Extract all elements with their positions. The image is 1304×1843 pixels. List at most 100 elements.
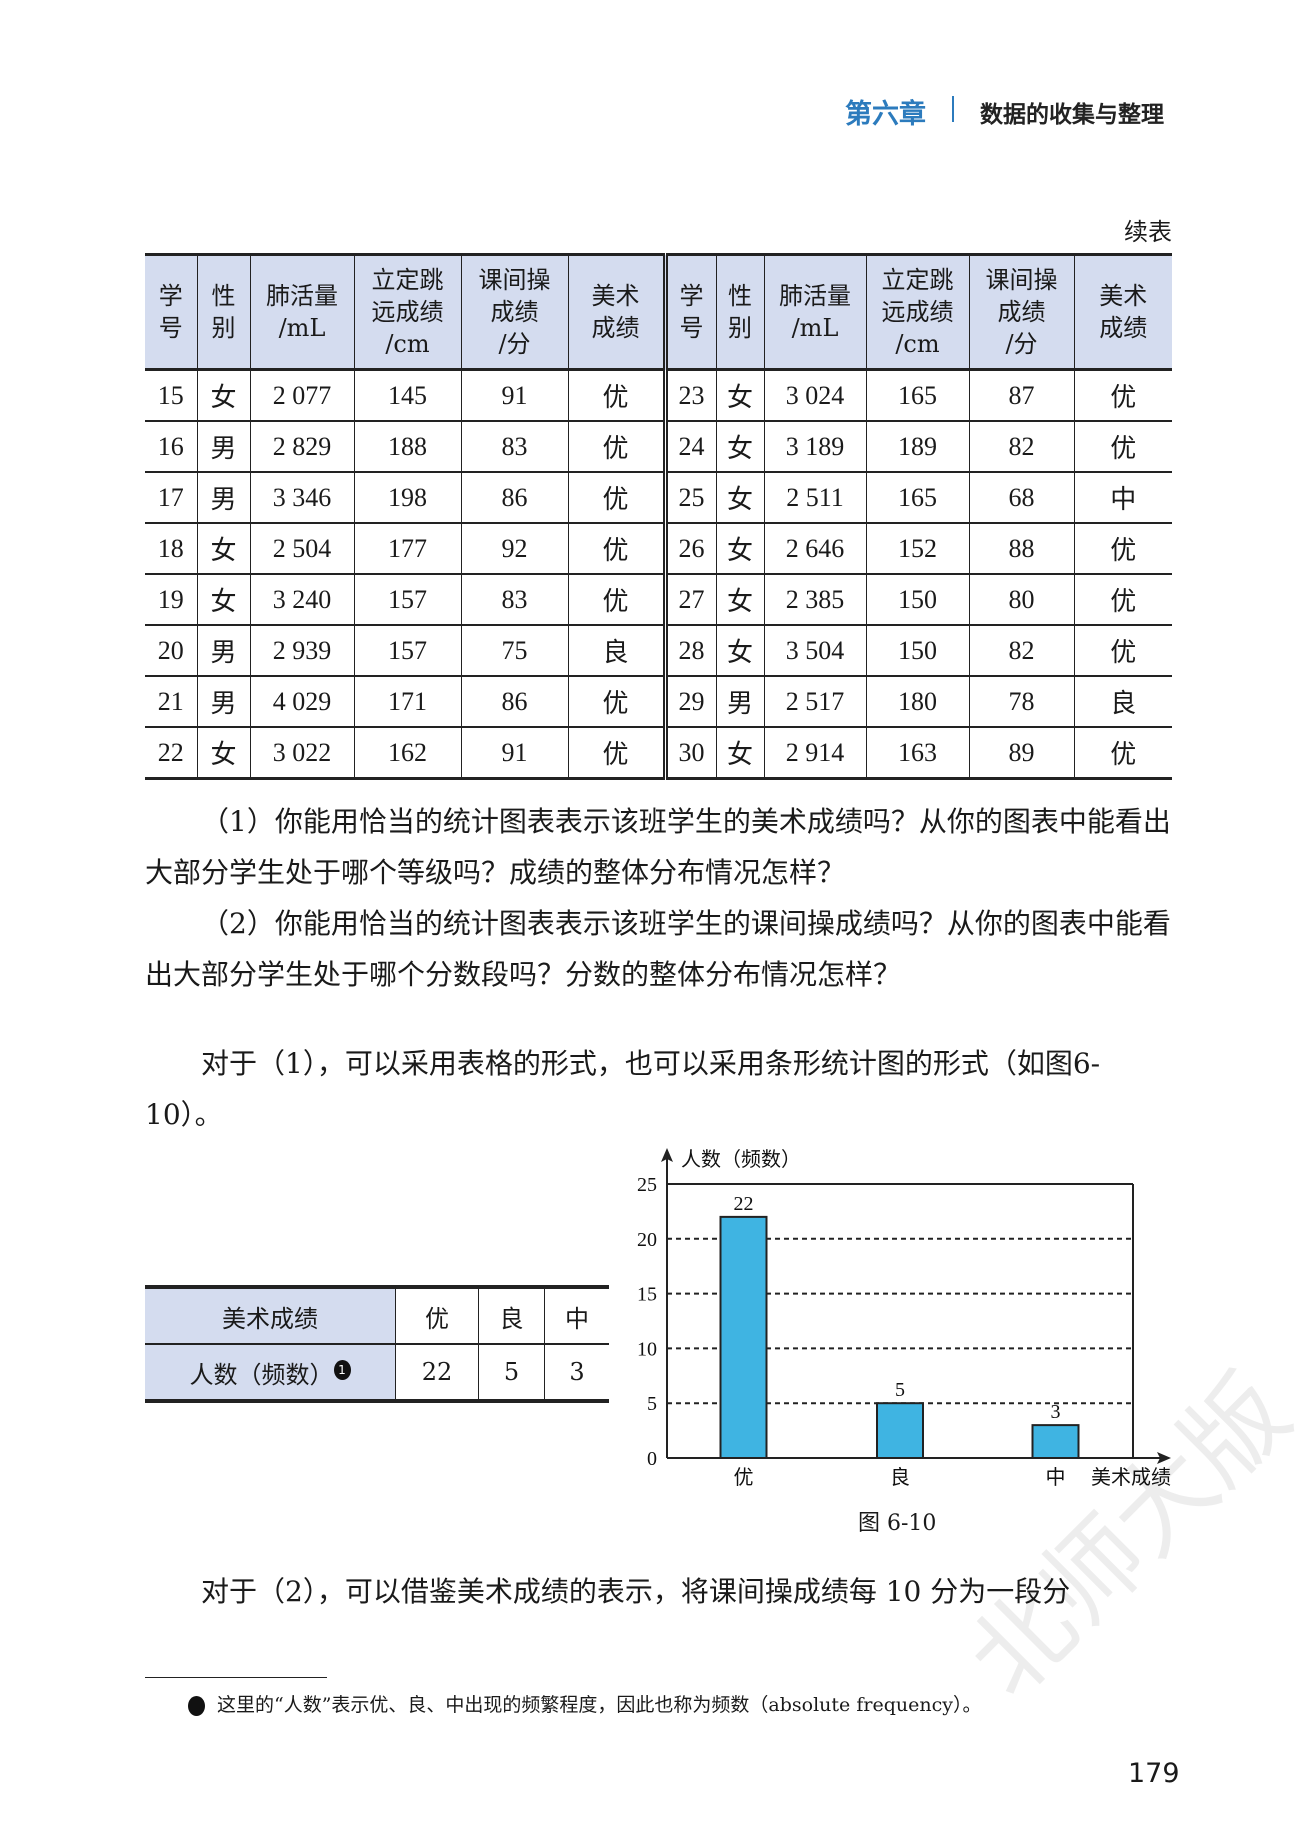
- table-cell: 165: [865, 369, 969, 422]
- table-cell: 优: [1073, 574, 1172, 626]
- y-axis-label: 人数（频数）: [681, 1148, 801, 1171]
- header-divider: [952, 96, 954, 122]
- table-cell: 91: [460, 369, 568, 422]
- table-cell: 中: [1073, 472, 1172, 524]
- footnote-text: 这里的“人数”表示优、良、中出现的频繁程度，因此也称为频数（absolute f…: [217, 1694, 982, 1716]
- column-header-label: 肺活量/mL: [265, 282, 338, 342]
- column-header: 肺活量/mL: [763, 253, 866, 371]
- table-cell: 2 646: [763, 523, 866, 575]
- footnote: 这里的“人数”表示优、良、中出现的频繁程度，因此也称为频数（absolute f…: [188, 1690, 981, 1717]
- table-cell: 189: [865, 421, 969, 473]
- table-cell: 15: [145, 369, 197, 422]
- table-cell: 优: [567, 727, 665, 780]
- column-header: 性别: [196, 253, 250, 371]
- table-cell: 男: [196, 625, 250, 677]
- table-row: 15 女 2 077 145 91 优 23 女 3 024 165 87 优: [145, 369, 1172, 422]
- bar: [719, 1215, 768, 1459]
- table-cell: 20: [145, 625, 197, 677]
- column-header-line: 成绩: [591, 314, 640, 342]
- table-cell: 21: [145, 676, 197, 728]
- table-cell: 86: [460, 676, 568, 728]
- table-cell: 152: [865, 523, 969, 575]
- column-header-line: 成绩: [490, 298, 539, 326]
- table-cell: 83: [460, 574, 568, 626]
- column-header-line: 学: [158, 282, 183, 310]
- column-header-line: 美术: [1099, 282, 1148, 310]
- table-cell: 女: [715, 727, 764, 780]
- y-tick-label: 0: [647, 1448, 657, 1470]
- bar-chart: 0 5 10 15 20 25 22 优 5 良 3 中 美术成绩 人数（频数）: [637, 1148, 1171, 1489]
- table-cell: 80: [968, 574, 1074, 626]
- column-header: 美术 成绩: [567, 253, 665, 371]
- question-2: （2）你能用恰当的统计图表表示该班学生的课间操成绩吗？从你的图表中能看出大部分学…: [145, 907, 1171, 991]
- table-cell: 3 024: [763, 369, 866, 422]
- table-cell: 2 511: [763, 472, 866, 524]
- data-label: 22: [734, 1193, 754, 1215]
- question-1: （1）你能用恰当的统计图表表示该班学生的美术成绩吗？从你的图表中能看出大部分学生…: [145, 805, 1171, 889]
- table-cell: 17: [145, 472, 197, 524]
- table-cell: 3 022: [249, 727, 354, 780]
- table-cell: 23: [662, 369, 716, 422]
- table-cell: 92: [460, 523, 568, 575]
- table-cell: 29: [662, 676, 716, 728]
- column-header-line: /分: [498, 330, 531, 358]
- column-header: 学号: [662, 253, 716, 371]
- table-cell: 25: [662, 472, 716, 524]
- table-row: 22 女 3 022 162 91 优 30 女 2 914 163 89 优: [145, 727, 1172, 780]
- table-cell: 女: [196, 523, 250, 575]
- chapter-label: 第六章: [845, 99, 926, 130]
- column-header-line: 成绩: [997, 298, 1046, 326]
- table-cell: 16: [145, 421, 197, 473]
- y-tick-label: 25: [637, 1174, 657, 1196]
- table-cell: 女: [715, 369, 764, 422]
- table-cell: 女: [196, 574, 250, 626]
- table-row: 17 男 3 346 198 86 优 25 女 2 511 165 68 中: [145, 472, 1172, 524]
- column-header: 课间操 成绩/分: [968, 253, 1074, 371]
- table-cell: 27: [662, 574, 716, 626]
- y-tick-label: 20: [637, 1229, 657, 1251]
- table-cell: 优: [1073, 625, 1172, 677]
- table-cell: 165: [865, 472, 969, 524]
- table-cell: 优: [1073, 523, 1172, 575]
- grade-cell: 中: [543, 1285, 609, 1345]
- footnote-marker-icon: [188, 1696, 205, 1716]
- table-cell: 26: [662, 523, 716, 575]
- table-cell: 24: [662, 421, 716, 473]
- column-header-line: 课间操: [478, 266, 551, 294]
- table-cell: 优: [567, 369, 665, 422]
- table-cell: 2 517: [763, 676, 866, 728]
- table-cell: 3 346: [249, 472, 354, 524]
- table-cell: 优: [1073, 369, 1172, 422]
- table-cell: 188: [353, 421, 461, 473]
- table-cell: 18: [145, 523, 197, 575]
- table-cell: 男: [196, 472, 250, 524]
- page-number: 179: [1128, 1758, 1180, 1789]
- table-cell: 3 240: [249, 574, 354, 626]
- table-cell: 女: [715, 625, 764, 677]
- table-row: 16 男 2 829 188 83 优 24 女 3 189 189 82 优: [145, 421, 1172, 473]
- answer-1-text: 对于（1），可以采用表格的形式，也可以采用条形统计图的形式（如图6-10）。: [145, 1047, 1101, 1131]
- table-cell: 优: [1073, 727, 1172, 780]
- table-cell: 优: [567, 574, 665, 626]
- data-label: 5: [895, 1379, 905, 1401]
- table-cell: 180: [865, 676, 969, 728]
- table-cell: 优: [1073, 421, 1172, 473]
- table-cell: 91: [460, 727, 568, 780]
- y-tick-label: 10: [637, 1338, 657, 1360]
- column-header-line: 课间操: [985, 266, 1058, 294]
- column-header: 性别: [715, 253, 764, 371]
- table-cell: 83: [460, 421, 568, 473]
- grade-header: 美术成绩: [145, 1285, 396, 1345]
- table-cell: 优: [567, 523, 665, 575]
- figure-caption: 图 6-10: [858, 1511, 937, 1536]
- table-cell: 75: [460, 625, 568, 677]
- table-cell: 89: [968, 727, 1074, 780]
- table-continued-label: 续表: [1124, 218, 1172, 246]
- footnote-rule: [145, 1677, 327, 1678]
- chapter-title: 数据的收集与整理: [980, 102, 1164, 128]
- column-header-line: 远成绩: [881, 298, 954, 326]
- footnote-marker-icon: 1: [333, 1359, 351, 1380]
- table-cell: 82: [968, 625, 1074, 677]
- table-cell: 女: [715, 472, 764, 524]
- column-header: 立定跳 远成绩/cm: [353, 253, 461, 371]
